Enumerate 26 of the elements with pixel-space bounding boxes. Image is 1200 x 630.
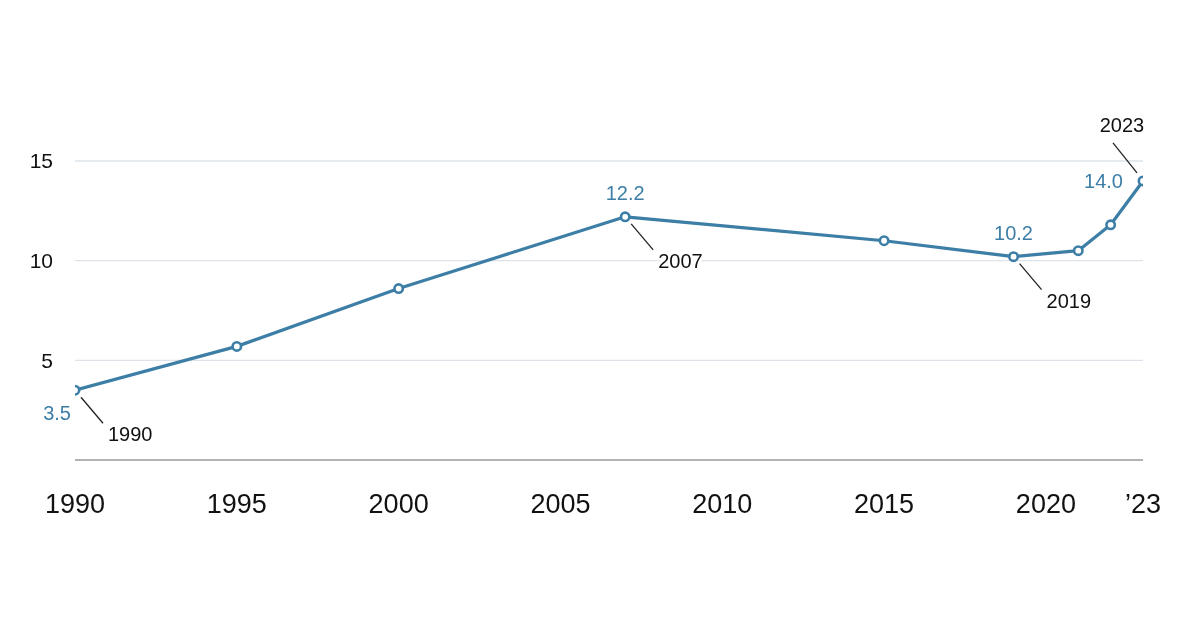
x-tick-label: 2005 [530,489,591,520]
y-tick-label: 15 [29,149,53,173]
point [619,211,631,223]
y-tick-label: 5 [41,348,53,372]
point [1008,251,1020,263]
x-tick-label: 1990 [44,489,106,520]
annotation: 2007 [658,249,703,272]
point [1072,245,1084,257]
x-tick-label: 2015 [854,489,915,520]
data-label: 12.2 [605,181,645,204]
data-label: 14.0 [1084,169,1123,192]
point [393,283,405,295]
data-label: 10.2 [994,221,1034,244]
annotation: 2023 [1099,113,1145,136]
point [1105,219,1117,231]
x-tick-label: 2000 [368,489,429,520]
x-tick-label: 2010 [692,489,753,520]
x-tick-label: 2020 [1015,489,1076,520]
annotation: 1990 [108,423,153,446]
y-tick-label: 10 [29,249,53,273]
annotation: 2019 [1046,289,1092,312]
point [231,340,243,352]
point [878,235,890,247]
x-tick-label: 1995 [206,489,267,520]
data-label: 3.5 [43,402,71,425]
x-tick-label: ’23 [1124,489,1162,520]
